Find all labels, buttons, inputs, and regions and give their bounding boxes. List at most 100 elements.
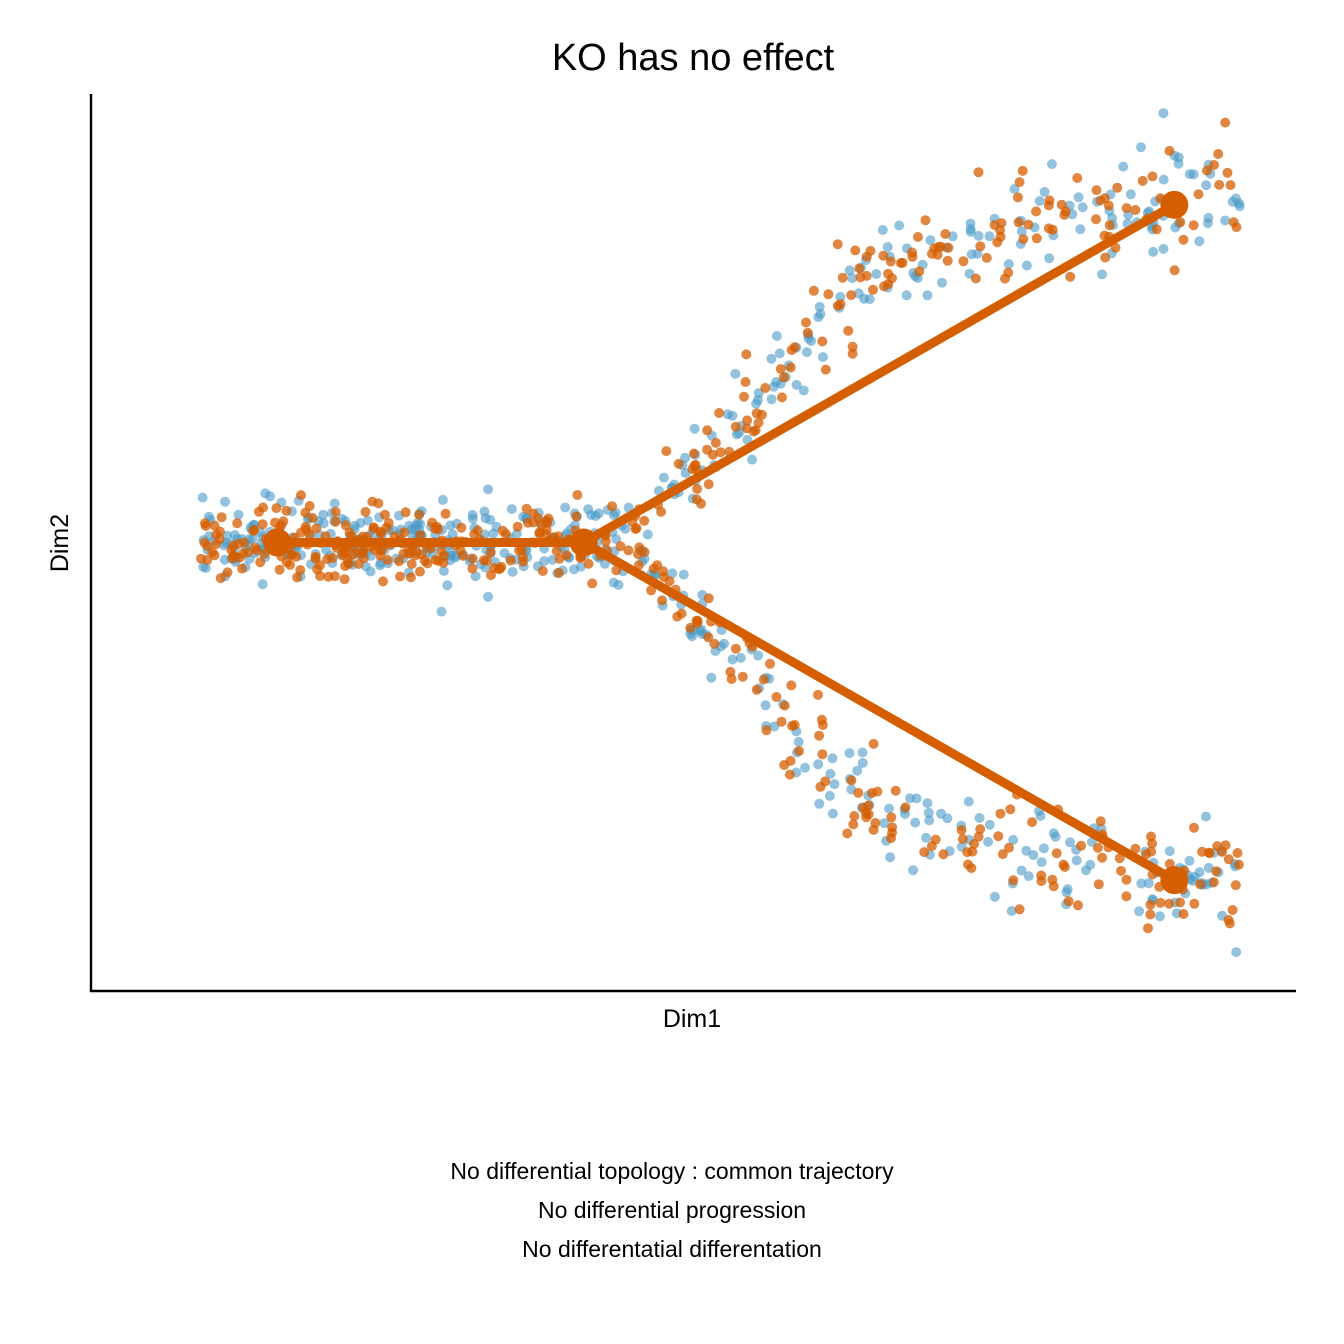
scatter-point	[1059, 209, 1070, 220]
scatter-point	[914, 266, 925, 277]
scatter-point	[285, 559, 295, 570]
scatter-point	[222, 567, 233, 578]
scatter-point	[1112, 182, 1123, 193]
scatter-point	[537, 566, 548, 576]
scatter-point	[1031, 233, 1042, 244]
scatter-point	[512, 521, 523, 532]
scatter-point	[286, 550, 297, 560]
scatter-point	[560, 502, 571, 513]
scatter-point	[692, 484, 703, 494]
scatter-point	[427, 517, 438, 528]
scatter-point	[1201, 180, 1212, 191]
scatter-point	[657, 595, 668, 606]
scatter-point	[814, 798, 825, 809]
scatter-point	[778, 372, 789, 383]
scatter-point	[1012, 192, 1023, 203]
scatter-point	[412, 517, 423, 528]
scatter-point	[1065, 837, 1075, 848]
scatter-point	[758, 674, 769, 685]
scatter-point	[652, 560, 663, 571]
scatter-point	[1148, 246, 1159, 257]
scatter-point	[853, 787, 864, 798]
scatter-point	[1017, 165, 1028, 176]
scatter-point	[1005, 804, 1016, 815]
scatter-point	[437, 494, 448, 505]
scatter-point	[1114, 853, 1125, 864]
scatter-point	[394, 556, 404, 567]
scatter-point	[608, 577, 619, 588]
scatter-point	[761, 725, 772, 736]
scatter-point	[715, 447, 726, 458]
scatter-point	[847, 341, 858, 352]
scatter-point	[786, 680, 797, 691]
scatter-point	[742, 415, 753, 426]
scatter-point	[380, 509, 390, 520]
scatter-point	[709, 638, 720, 649]
scatter-point	[1036, 870, 1047, 881]
scatter-point	[1173, 158, 1184, 169]
scatter-point	[1095, 816, 1106, 827]
trajectory	[263, 190, 1189, 895]
scatter-point	[1099, 230, 1110, 241]
scatter-point	[623, 502, 634, 513]
trajectory-milestone-4	[1160, 866, 1189, 895]
scatter-point	[882, 242, 893, 252]
scatter-point	[590, 511, 601, 521]
scatter-point	[808, 285, 819, 296]
scatter-point	[1169, 265, 1180, 276]
y-axis-label: Dim2	[46, 514, 74, 572]
scatter-point	[710, 437, 721, 448]
scatter-point	[615, 541, 626, 552]
scatter-point	[656, 506, 667, 517]
scatter-point	[974, 813, 985, 823]
scatter-point	[1034, 196, 1045, 206]
scatter-point	[255, 557, 266, 568]
scatter-point	[837, 272, 848, 283]
scatter-point	[1095, 195, 1106, 206]
scatter-point	[689, 460, 700, 471]
scatter-point	[1232, 848, 1243, 858]
scatter-point	[541, 515, 552, 526]
scatter-point	[847, 273, 858, 284]
scatter-point	[973, 831, 984, 842]
scatter-point	[296, 490, 306, 501]
scatter-point	[827, 808, 838, 819]
scatter-point	[859, 293, 870, 304]
scatter-point	[937, 277, 947, 288]
scatter-point	[786, 345, 797, 356]
scatter-point	[258, 502, 268, 513]
scatter-point	[1194, 867, 1205, 878]
scatter-point	[238, 548, 249, 559]
scatter-point	[1118, 161, 1129, 172]
trajectory-edge-3	[579, 538, 1179, 885]
scatter-point	[769, 721, 780, 732]
scatter-point	[1073, 192, 1084, 203]
scatter-point	[824, 790, 835, 801]
scatter-point	[646, 585, 657, 596]
scatter-point	[846, 775, 857, 786]
scatter-point	[779, 760, 790, 770]
scatter-point	[232, 518, 243, 529]
scatter-point	[360, 506, 371, 517]
scatter-point	[227, 553, 238, 564]
scatter-point	[200, 563, 211, 573]
scatter-point	[1134, 906, 1145, 917]
scatter-point	[551, 545, 562, 556]
scatter-point	[823, 289, 834, 300]
scatter-point	[970, 273, 981, 284]
scatter-point	[965, 218, 976, 229]
scatter-point	[827, 753, 838, 764]
scatter-point	[1184, 169, 1195, 180]
scatter-point	[741, 349, 752, 360]
scatter-point	[642, 529, 653, 540]
scatter-point	[467, 553, 478, 564]
scatter-point	[707, 449, 718, 460]
scatter-point	[1016, 865, 1027, 876]
scatter-point	[789, 720, 800, 730]
chart-title: KO has no effect	[552, 37, 835, 79]
scatter-point	[1209, 160, 1219, 170]
scatter-point	[727, 410, 738, 421]
scatter-point	[1164, 846, 1175, 857]
scatter-point	[868, 738, 879, 749]
